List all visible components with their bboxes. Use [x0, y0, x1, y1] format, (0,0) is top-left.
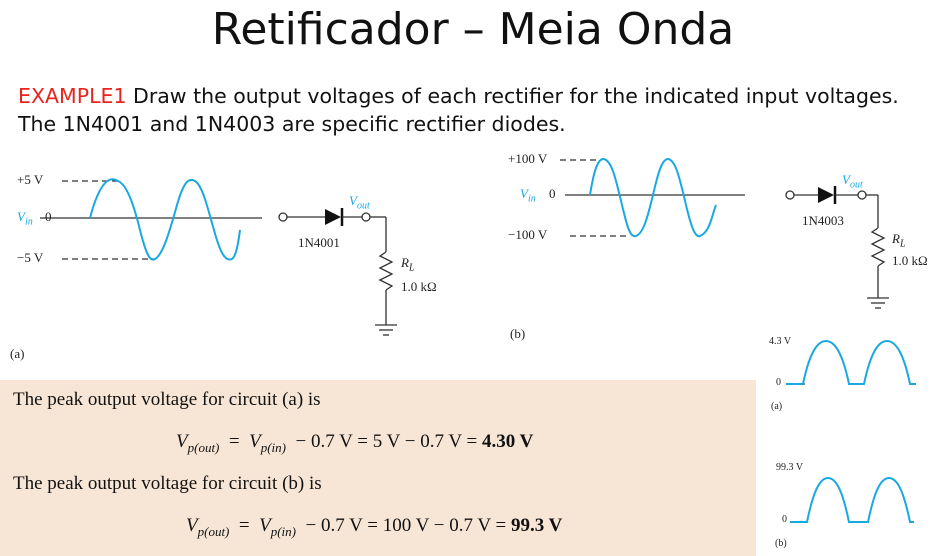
zero-label-b: 0 — [549, 186, 556, 201]
input-wave-b — [589, 157, 717, 238]
resistor-a — [378, 251, 394, 291]
zero-label-a: 0 — [45, 209, 52, 224]
result-a: 4.30 V — [481, 431, 534, 452]
neg-peak-label-a: −5 V — [17, 250, 44, 265]
output-peak-b: 99.3 V — [776, 462, 804, 473]
solution-panel — [0, 380, 756, 556]
result-b: 99.3 V — [510, 515, 563, 536]
example-tag: EXAMPLE1 — [18, 84, 127, 108]
output-caption-a: (a) — [771, 401, 783, 412]
input-wave-a — [89, 178, 241, 261]
vin-label-a: Vin — [17, 209, 33, 228]
solution-sentence-b: The peak output voltage for circuit (b) … — [13, 473, 322, 494]
circuit-a-caption: (a) — [10, 346, 25, 361]
output-zero-b: 0 — [782, 514, 787, 525]
pos-peak-label-b: +100 V — [508, 151, 548, 166]
vout-label-b: Vout — [842, 172, 863, 191]
vout-label-a: Vout — [349, 193, 370, 212]
load-label-b: RL — [892, 231, 906, 250]
neg-peak-label-b: −100 V — [508, 227, 548, 242]
solution-formula-a: Vp(out) = Vp(in) − 0.7 V = 5 V − 0.7 V =… — [176, 431, 534, 455]
output-zero-a: 0 — [776, 377, 781, 388]
circuit-b-caption: (b) — [510, 326, 526, 341]
solution-formula-b: Vp(out) = Vp(in) − 0.7 V = 100 V − 0.7 V… — [186, 515, 563, 539]
pos-peak-label-a: +5 V — [17, 172, 44, 187]
load-label-a: RL — [401, 255, 415, 274]
output-peak-a: 4.3 V — [769, 336, 792, 347]
load-value-b: 1.0 kΩ — [892, 253, 928, 268]
load-value-a: 1.0 kΩ — [401, 279, 437, 294]
resistor-b — [870, 227, 886, 267]
diode-label-a: 1N4001 — [298, 235, 340, 250]
example-statement: EXAMPLE1 Draw the output voltages of eac… — [18, 82, 918, 138]
vin-label-b: Vin — [520, 186, 536, 205]
diode-label-b: 1N4003 — [802, 213, 844, 228]
slide-title: Retificador – Meia Onda — [211, 4, 735, 55]
solution-sentence-a: The peak output voltage for circuit (a) … — [13, 389, 321, 410]
example-text: Draw the output voltages of each rectifi… — [18, 84, 899, 136]
output-caption-b: (b) — [775, 538, 787, 549]
